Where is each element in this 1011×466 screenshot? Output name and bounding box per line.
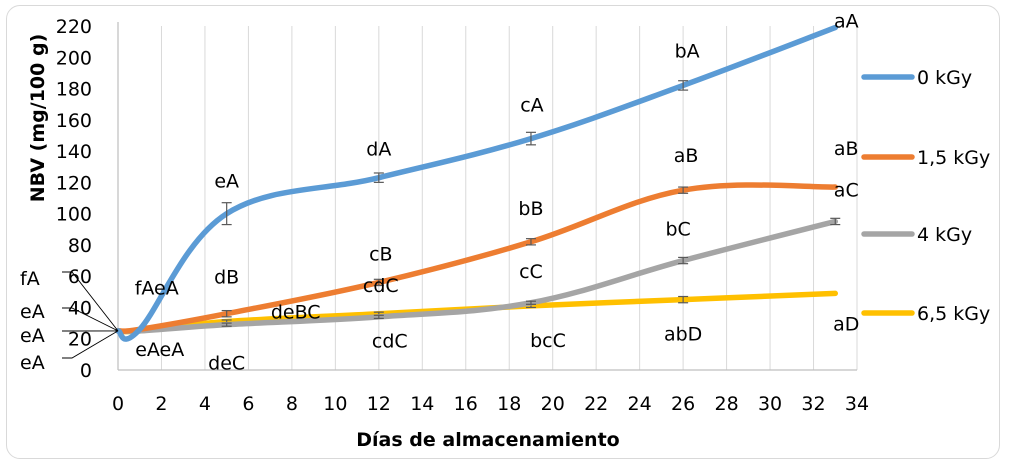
data-label: bcC bbox=[530, 330, 566, 352]
callout-label: eA bbox=[20, 352, 45, 374]
data-label: cC bbox=[519, 261, 543, 283]
callout-label: eA bbox=[20, 301, 45, 323]
x-tick-label: 30 bbox=[758, 393, 782, 415]
y-tick-label: 220 bbox=[56, 16, 92, 38]
series-line-4-kGy bbox=[115, 218, 839, 335]
legend-label: 6,5 kGy bbox=[917, 303, 990, 325]
data-label: abD bbox=[664, 324, 702, 346]
data-label: cdC bbox=[363, 275, 399, 297]
chart-frame bbox=[6, 5, 1000, 459]
y-axis-title: NBV (mg/100 g) bbox=[27, 34, 49, 203]
data-label: bC bbox=[665, 219, 690, 241]
data-label: aC bbox=[834, 179, 859, 201]
x-tick-label: 2 bbox=[155, 393, 167, 415]
callout-label: eA bbox=[20, 325, 45, 347]
data-label: bA bbox=[675, 40, 700, 62]
x-tick-label: 20 bbox=[541, 393, 565, 415]
data-label: aB bbox=[834, 138, 859, 160]
x-tick-label: 16 bbox=[454, 393, 478, 415]
callout-leader bbox=[62, 330, 119, 359]
data-label: deC bbox=[208, 353, 245, 375]
data-label: eA bbox=[214, 171, 239, 193]
callout-label: fA bbox=[20, 268, 40, 290]
data-label: dB bbox=[214, 267, 239, 289]
x-tick-label: 24 bbox=[628, 393, 652, 415]
series-lines bbox=[115, 24, 841, 342]
x-tick-label: 10 bbox=[323, 393, 347, 415]
data-label: dA bbox=[366, 139, 391, 161]
x-tick-label: 18 bbox=[497, 393, 521, 415]
x-tick-label: 26 bbox=[671, 393, 695, 415]
y-tick-label: 180 bbox=[56, 79, 92, 101]
legend-label: 1,5 kGy bbox=[917, 147, 990, 169]
series-line-1-5-kGy bbox=[115, 182, 839, 334]
axes: 0 2 4 6 8 10 12 14 16 18 20 22 24 26 28 30 32 34020406080… bbox=[56, 16, 869, 415]
legend-label: 4 kGy bbox=[917, 224, 972, 246]
callout-leader bbox=[62, 307, 119, 332]
legend-label: 0 kGy bbox=[917, 67, 972, 89]
data-label: cA bbox=[520, 95, 543, 117]
data-label: cdC bbox=[372, 331, 408, 353]
x-tick-label: 6 bbox=[242, 393, 254, 415]
data-label: aB bbox=[674, 145, 699, 167]
y-tick-label: 140 bbox=[56, 141, 92, 163]
callout-leader bbox=[62, 271, 119, 332]
y-tick-label: 20 bbox=[68, 329, 92, 351]
x-tick-label: 22 bbox=[584, 393, 608, 415]
data-label: bB bbox=[518, 198, 543, 220]
y-tick-label: 60 bbox=[68, 266, 92, 288]
y-tick-label: 80 bbox=[68, 235, 92, 257]
y-tick-label: 200 bbox=[56, 47, 92, 69]
y-tick-label: 160 bbox=[56, 110, 92, 132]
y-tick-label: 0 bbox=[80, 360, 92, 382]
x-tick-label: 12 bbox=[367, 393, 391, 415]
x-tick-label: 14 bbox=[410, 393, 434, 415]
data-label: eAeA bbox=[135, 339, 184, 361]
data-label: deBC bbox=[271, 302, 321, 324]
data-label: fAeA bbox=[135, 277, 179, 299]
x-tick-label: 34 bbox=[845, 393, 869, 415]
x-tick-label: 32 bbox=[801, 393, 825, 415]
y-tick-label: 120 bbox=[56, 172, 92, 194]
x-tick-label: 28 bbox=[714, 393, 738, 415]
data-label: aA bbox=[834, 11, 859, 33]
y-tick-label: 100 bbox=[56, 204, 92, 226]
legend: 0 kGy 1,5 kGy 4 kGy 6,5 kGy bbox=[861, 67, 990, 325]
y-tick-label: 40 bbox=[68, 297, 92, 319]
x-tick-label: 8 bbox=[286, 393, 298, 415]
x-tick-label: 4 bbox=[199, 393, 211, 415]
x-tick-label: 0 bbox=[112, 393, 124, 415]
x-axis-title: Días de almacenamiento bbox=[356, 429, 619, 451]
data-label: cB bbox=[369, 243, 392, 265]
data-label: aD bbox=[833, 313, 859, 335]
